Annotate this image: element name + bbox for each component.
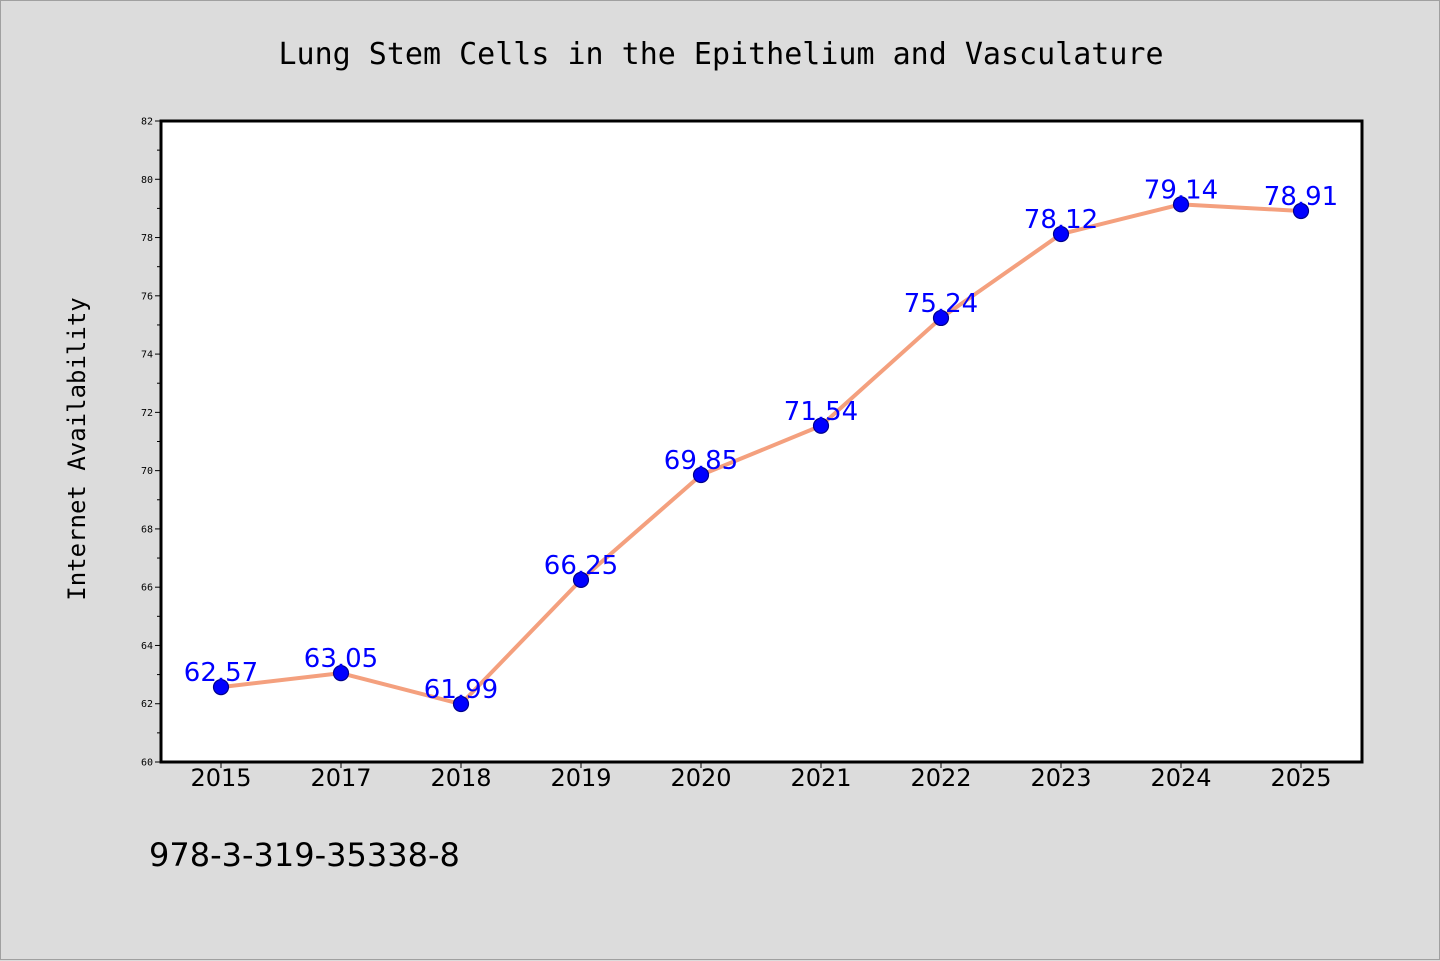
x-tick-label: 2019 [550,764,611,792]
y-tick-label: 64 [141,641,153,652]
data-label: 75.24 [904,289,978,319]
y-tick-label: 70 [141,466,153,477]
data-point [572,571,590,588]
chart-title: Lung Stem Cells in the Epithelium and Va… [278,37,1163,72]
y-axis-label: Internet Availability [63,297,91,600]
data-label: 63.05 [304,644,378,674]
data-point [1172,196,1190,213]
x-tick-label: 2015 [190,764,251,792]
series-layer [219,202,1303,707]
x-axis: 2015 2017 2018 2019 2020 2021 2022 2023 2024 2025 [190,762,1332,792]
y-tick-label: 68 [141,524,153,535]
y-tick-label: 76 [141,291,153,302]
x-tick-label: 2023 [1030,764,1091,792]
x-tick-label: 2018 [430,764,491,792]
data-label: 62.57 [184,658,258,688]
x-tick-label: 2020 [670,764,731,792]
data-label: 66.25 [544,551,618,581]
series-line [219,202,1303,707]
data-point [212,679,230,696]
points-layer [212,196,1310,713]
data-point [452,695,470,713]
data-label: 61.99 [424,675,498,705]
plot-border [159,119,1364,764]
y-tick-label: 80 [141,175,153,186]
y-tick-label: 60 [141,758,153,769]
data-label: 78.12 [1024,205,1098,235]
data-point [1052,225,1070,243]
y-tick-label: 78 [141,233,153,244]
data-label: 71.54 [784,397,858,427]
isbn-label: 978-3-319-35338-8 [149,836,460,874]
y-tick-label: 72 [141,408,153,419]
y-tick-label: 82 [141,117,153,128]
data-point [812,417,830,434]
x-tick-label: 2022 [910,764,971,792]
y-tick-label: 62 [141,699,153,710]
y-axis: 60 62 64 66 68 70 72 74 76 78 80 82 [141,117,161,769]
y-tick-label: 66 [141,583,153,594]
data-point [932,309,950,327]
data-point [692,466,710,484]
data-label: 78.91 [1264,182,1338,212]
data-labels-layer: 62.57 63.05 61.99 66.25 69.85 71.54 75.24 78.12… [184,175,1338,705]
data-point [1292,202,1310,220]
data-point [332,665,350,682]
x-tick-label: 2017 [310,764,371,792]
plot-area [161,121,1362,762]
y-tick-label: 74 [141,350,153,361]
data-label: 79.14 [1144,175,1218,205]
x-tick-label: 2024 [1150,764,1211,792]
data-label: 69.85 [664,446,738,476]
x-tick-label: 2021 [790,764,851,792]
x-tick-label: 2025 [1270,764,1331,792]
